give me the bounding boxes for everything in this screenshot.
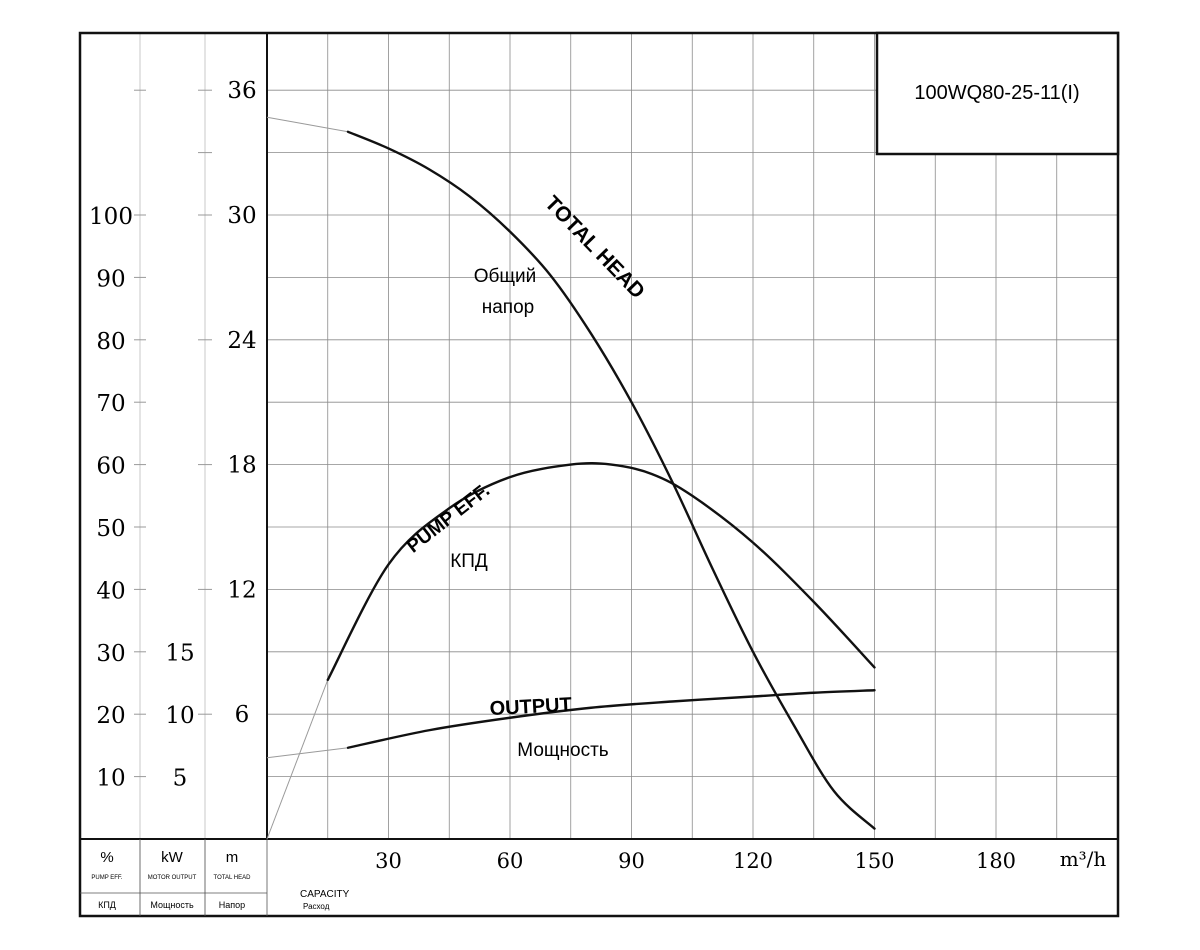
x-unit-label: m³/h: [1060, 847, 1107, 871]
total-head-label-ru: Общий: [474, 266, 537, 287]
pump-eff-label: PUMP EFF.: [403, 480, 494, 557]
x-tick-label: 90: [618, 849, 645, 873]
total-head-extrapolated-line: [266, 116, 349, 133]
pct-tick-label: 70: [96, 391, 125, 417]
x-axis-label-ru: Расход: [303, 902, 330, 911]
pct-tick-label: 90: [96, 266, 125, 292]
outer-frame: [78, 31, 1120, 918]
pct-tick-label: 20: [96, 703, 125, 729]
pct-tick-label: 50: [96, 516, 125, 542]
pct-unit: %: [100, 849, 113, 866]
chart-frame: [78, 31, 1120, 918]
kw-axis-label-ru: Мощность: [150, 900, 194, 910]
total-head-curve: [346, 130, 876, 830]
head-tick-label: 24: [227, 328, 256, 354]
pump-eff-label-ru: КПД: [450, 551, 488, 572]
m-unit: m: [226, 849, 239, 866]
x-tick-label: 180: [976, 849, 1016, 873]
output-curve: [346, 689, 876, 749]
pct-tick-label: 30: [96, 641, 125, 667]
x-tick-label: 60: [497, 849, 524, 873]
chart-title: 100WQ80-25-11(I): [914, 82, 1079, 104]
pct-tick-label: 80: [96, 329, 125, 355]
output-label-ru: Мощность: [517, 740, 609, 761]
curves: [266, 116, 876, 840]
output-label: OUTPUT: [489, 694, 572, 720]
kw-axis-label-en: MOTOR OUTPUT: [148, 875, 197, 881]
head-tick-label: 30: [227, 203, 256, 229]
x-tick-label: 120: [733, 849, 773, 873]
total-head-label-ru: напор: [482, 297, 534, 318]
pct-tick-label: 60: [96, 454, 125, 480]
m-axis-label-ru: Напор: [219, 900, 245, 910]
head-tick-label: 6: [235, 702, 250, 728]
pct-tick-label: 40: [96, 578, 125, 604]
head-tick-label: 12: [227, 577, 256, 603]
power-tick-label: 15: [165, 641, 194, 667]
x-tick-label: 30: [375, 849, 402, 873]
head-tick-label: 36: [227, 78, 256, 104]
power-tick-label: 10: [165, 703, 194, 729]
pct-tick-label: 100: [89, 204, 133, 230]
pct-axis-label-en: PUMP EFF.: [91, 875, 123, 881]
pump-eff-curve: [326, 462, 876, 682]
grid: [134, 33, 1118, 916]
title-box: [875, 31, 1120, 156]
total-head-label: TOTAL HEAD: [540, 192, 649, 304]
x-tick-label: 150: [854, 849, 894, 873]
power-tick-label: 5: [173, 766, 188, 792]
head-tick-label: 18: [227, 453, 256, 479]
x-axis-label-en: CAPACITY: [300, 889, 350, 900]
output-extrapolated-line: [266, 747, 349, 759]
pct-axis-label-ru: КПД: [98, 900, 116, 910]
tick-labels: 30 60 90 120 150 180 6 12 18 24 30 36 10 20 30 40 50 60 70…: [89, 78, 1016, 873]
pct-tick-label: 10: [96, 766, 125, 792]
pump-eff-extrapolated-line: [266, 679, 329, 840]
kw-unit: kW: [161, 849, 184, 866]
m-axis-label-en: TOTAL HEAD: [214, 875, 252, 881]
